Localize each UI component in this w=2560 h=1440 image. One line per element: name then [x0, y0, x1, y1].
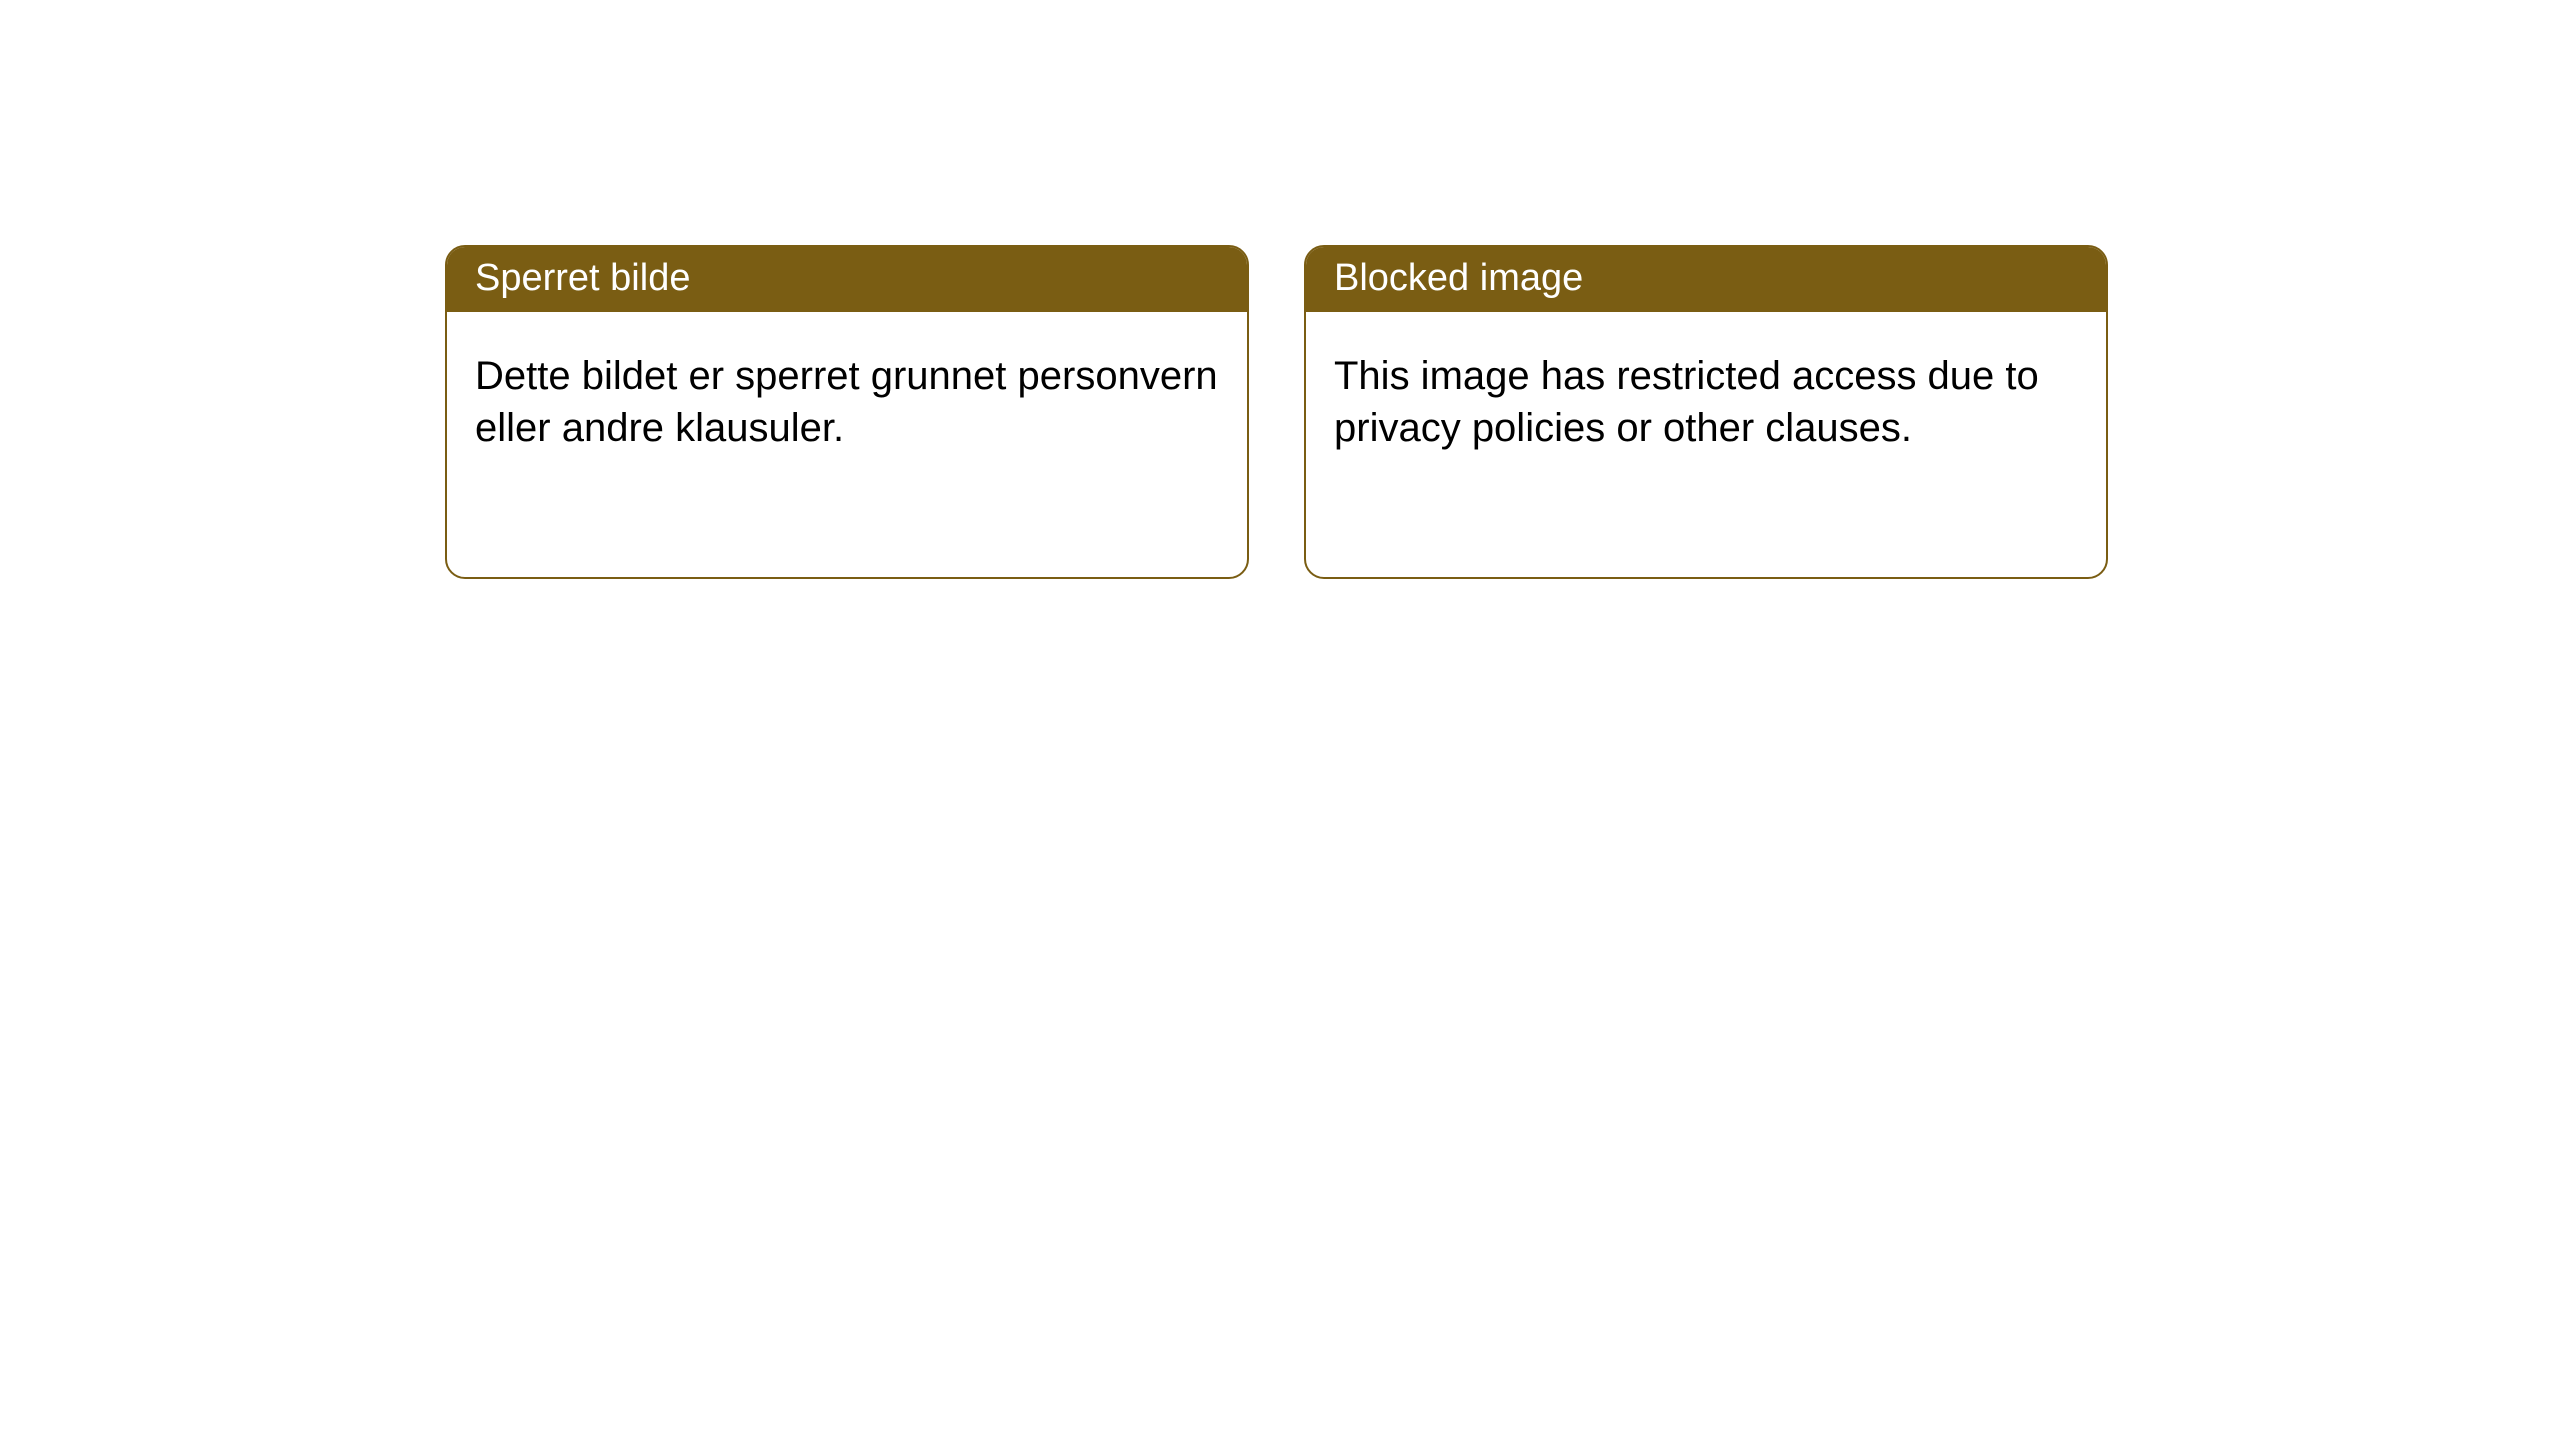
- notice-card-english: Blocked image This image has restricted …: [1304, 245, 2108, 579]
- card-header-text: Sperret bilde: [475, 257, 690, 299]
- card-header: Sperret bilde: [447, 247, 1247, 312]
- notice-card-norwegian: Sperret bilde Dette bildet er sperret gr…: [445, 245, 1249, 579]
- card-header-text: Blocked image: [1334, 257, 1583, 299]
- notice-cards-container: Sperret bilde Dette bildet er sperret gr…: [0, 0, 2560, 579]
- card-body: Dette bildet er sperret grunnet personve…: [447, 312, 1247, 482]
- card-body-text: This image has restricted access due to …: [1334, 354, 2039, 450]
- card-body-text: Dette bildet er sperret grunnet personve…: [475, 354, 1218, 450]
- card-header: Blocked image: [1306, 247, 2106, 312]
- card-body: This image has restricted access due to …: [1306, 312, 2106, 482]
